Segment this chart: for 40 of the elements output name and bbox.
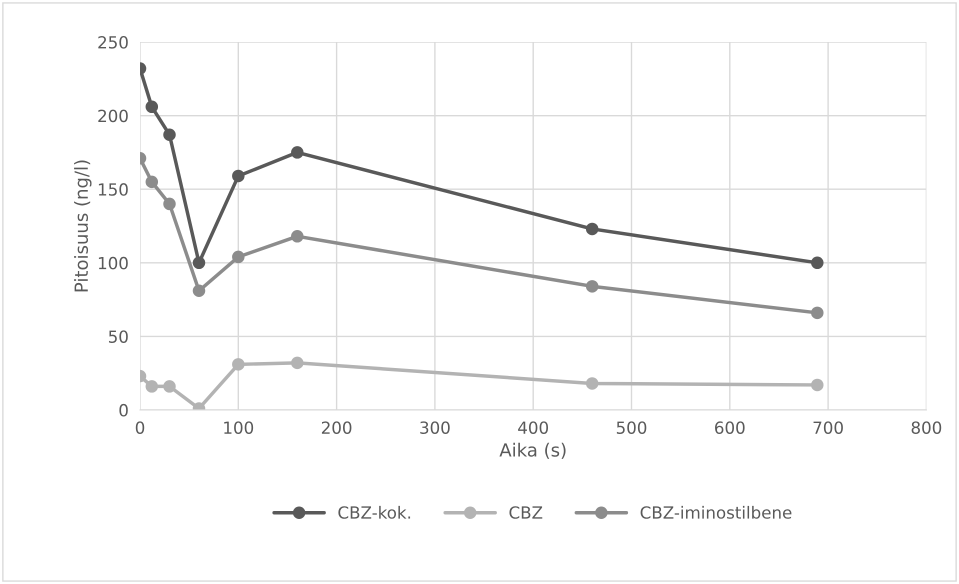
x-axis-title: Aika (s) xyxy=(499,442,566,459)
point xyxy=(192,284,206,298)
legend-label: CBZ-kok. xyxy=(338,506,410,519)
legend-label: CBZ-iminostilbene xyxy=(640,506,792,519)
point xyxy=(163,128,176,142)
x-tick-label: 500 xyxy=(616,421,646,434)
point xyxy=(232,250,245,264)
point xyxy=(163,198,176,210)
point xyxy=(232,358,245,371)
point xyxy=(232,170,245,182)
point xyxy=(586,222,598,236)
point xyxy=(811,306,824,320)
y-tick-label: 100 xyxy=(98,256,128,270)
point xyxy=(291,230,304,243)
x-tick-label: 800 xyxy=(912,421,942,434)
point xyxy=(146,100,158,114)
point xyxy=(811,256,824,270)
x-tick-label: 100 xyxy=(224,421,254,434)
point xyxy=(291,356,304,370)
legend-label: CBZ xyxy=(509,506,542,519)
x-tick-label: 600 xyxy=(715,421,745,434)
y-tick-label: 250 xyxy=(98,36,128,49)
y-tick-label: 150 xyxy=(98,183,128,196)
x-tick-label: 200 xyxy=(322,421,352,434)
y-tick-label: 0 xyxy=(119,404,128,417)
point xyxy=(192,256,206,270)
point xyxy=(163,380,176,393)
y-tick-label: 200 xyxy=(98,110,128,122)
point xyxy=(811,378,824,392)
point xyxy=(146,380,158,393)
x-tick-label: 300 xyxy=(420,421,450,434)
point xyxy=(586,377,598,390)
y-tick-label: 50 xyxy=(108,330,128,343)
x-tick-label: 400 xyxy=(518,421,548,434)
y-axis-title: Pitoisuus (ng/l) xyxy=(74,160,92,292)
x-tick-label: 700 xyxy=(814,421,843,434)
point xyxy=(146,176,158,188)
point xyxy=(586,280,598,293)
x-tick-label: 0 xyxy=(136,421,144,434)
point xyxy=(291,146,304,159)
